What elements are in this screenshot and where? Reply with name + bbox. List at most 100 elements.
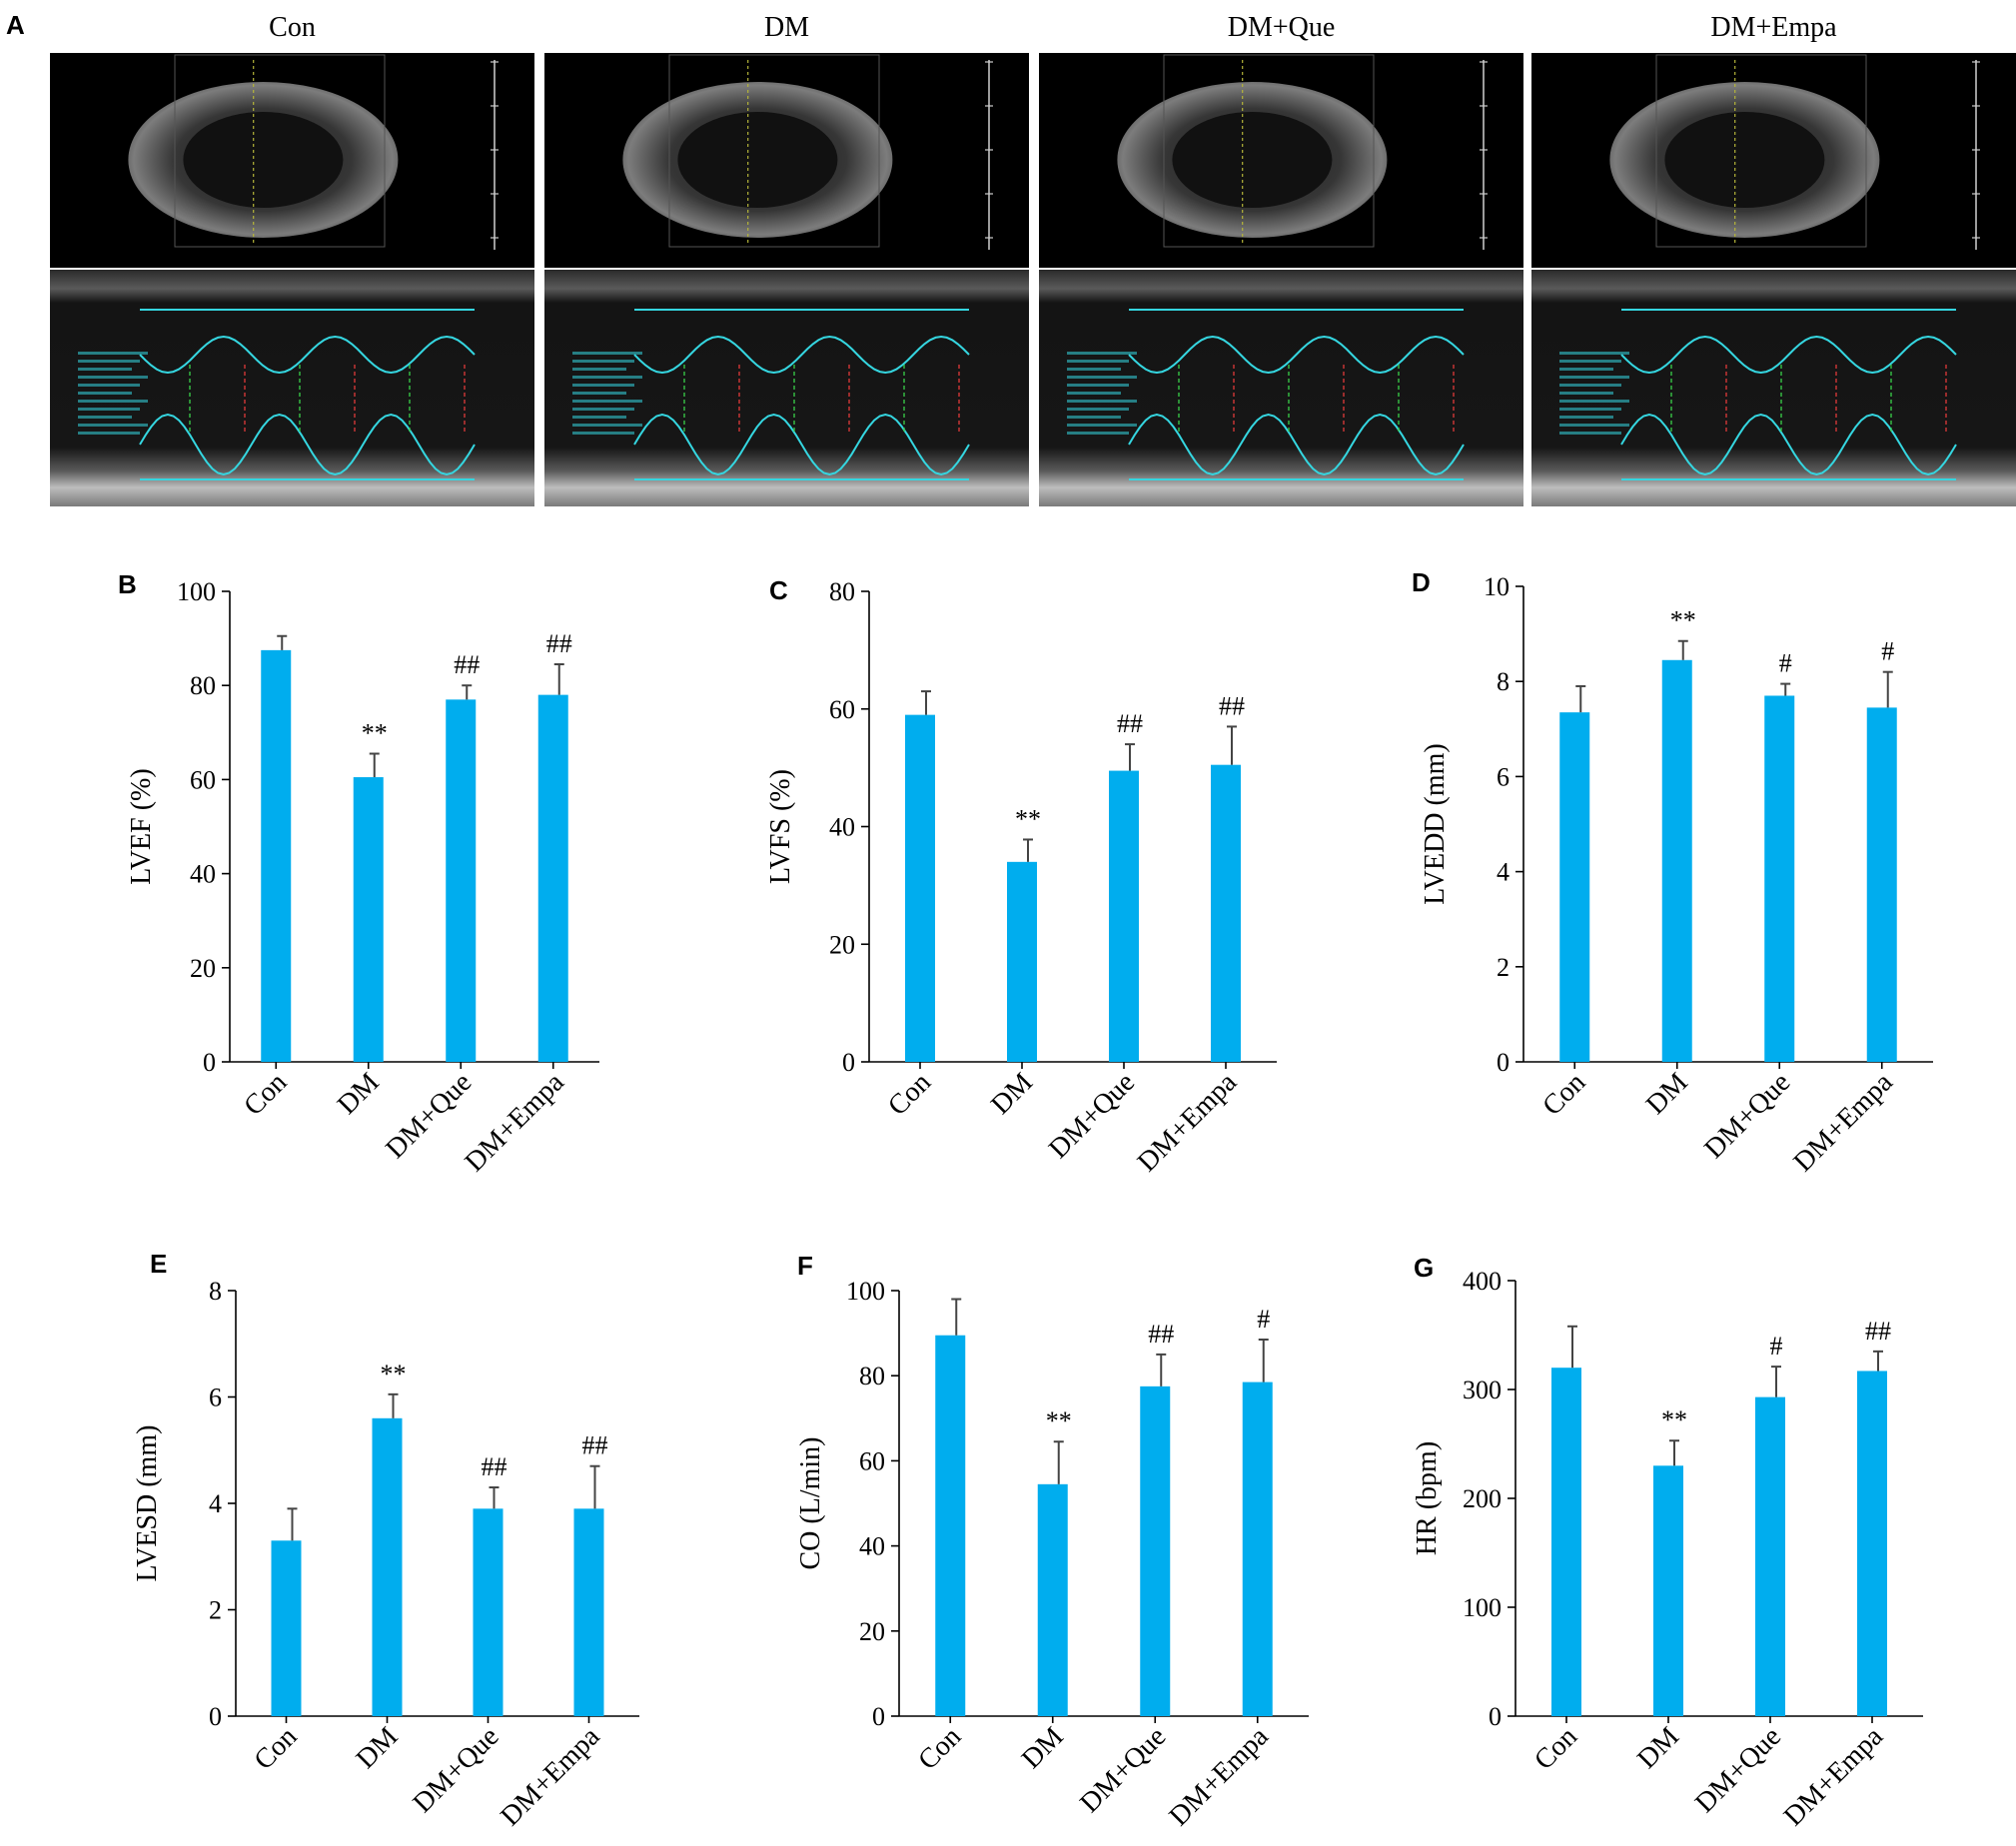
- bar-dm-que: [1755, 1396, 1785, 1716]
- x-tick-label: DM+Empa: [1132, 1067, 1244, 1179]
- significance-label: ##: [482, 1452, 507, 1481]
- y-tick-label: 40: [859, 1532, 885, 1561]
- bar-con: [1559, 712, 1590, 1062]
- chart-e: E 0 2 4 6 8 LVESD (mm) Con ** DM ## DM+Que ## DM+Empa: [132, 1249, 639, 1832]
- chart-c: C 0 20 40 60 80 LVFS (%) Con ** DM ## DM+Que ## DM+Em…: [765, 575, 1277, 1178]
- y-tick-label: 40: [190, 860, 216, 889]
- panel-letter-f: F: [797, 1251, 813, 1281]
- x-tick-label: DM+Empa: [1164, 1721, 1276, 1833]
- significance-label: **: [1015, 804, 1041, 833]
- x-tick-label: DM: [1631, 1721, 1685, 1775]
- bar-con: [261, 649, 292, 1062]
- y-tick-label: 0: [1489, 1702, 1502, 1731]
- x-tick-label: DM: [1016, 1721, 1070, 1775]
- y-tick-label: 100: [177, 577, 216, 606]
- y-tick-label: 100: [1463, 1593, 1502, 1622]
- y-tick-label: 20: [190, 954, 216, 983]
- bar-dm-empa: [1242, 1382, 1273, 1716]
- x-tick-label: Con: [249, 1721, 304, 1776]
- panel-letter-a: A: [6, 10, 25, 40]
- significance-label: ##: [1219, 691, 1245, 720]
- significance-label: **: [362, 718, 388, 747]
- y-tick-label: 10: [1484, 572, 1510, 601]
- significance-label: ##: [454, 650, 480, 679]
- y-tick-label: 0: [842, 1048, 855, 1077]
- y-tick-label: 80: [829, 577, 855, 606]
- y-tick-label: 0: [872, 1702, 885, 1731]
- x-tick-label: DM+Que: [380, 1067, 478, 1165]
- y-axis-label: LVEDD (mm): [1420, 743, 1451, 905]
- significance-label: #: [1779, 649, 1792, 678]
- y-tick-label: 4: [209, 1489, 222, 1518]
- chart-d: D 0 2 4 6 8 10 LVEDD (mm) Con ** DM # DM+Que # DM+Empa: [1412, 567, 1933, 1178]
- x-tick-label: DM+Que: [1698, 1067, 1796, 1165]
- bar-dm-que: [473, 1508, 504, 1716]
- chart-g: G 0 100 200 300 400 HR (bpm) Con ** DM # DM+Que ## DM…: [1412, 1253, 1923, 1832]
- bar-dm: [1661, 659, 1692, 1062]
- y-tick-label: 2: [1497, 953, 1510, 982]
- bar-dm: [1653, 1465, 1683, 1716]
- y-tick-label: 0: [203, 1048, 216, 1077]
- bar-dm-empa: [1866, 707, 1897, 1062]
- bar-dm-que: [1140, 1385, 1171, 1716]
- x-tick-label: DM: [351, 1721, 405, 1775]
- x-tick-label: DM+Empa: [1778, 1721, 1890, 1833]
- y-tick-label: 60: [190, 765, 216, 794]
- bar-con: [1551, 1368, 1581, 1716]
- significance-label: ##: [582, 1431, 608, 1460]
- bar-dm: [353, 777, 384, 1062]
- y-tick-label: 8: [1497, 667, 1510, 696]
- panel-letter-b: B: [118, 569, 137, 599]
- echo-image-2: DM: [544, 12, 1029, 506]
- x-tick-label: Con: [1536, 1067, 1591, 1122]
- panel-letter-g: G: [1414, 1253, 1434, 1283]
- y-tick-label: 0: [209, 1702, 222, 1731]
- y-tick-label: 20: [859, 1617, 885, 1646]
- significance-label: ##: [546, 629, 572, 658]
- bar-dm: [1037, 1483, 1068, 1716]
- y-axis-label: HR (bpm): [1412, 1441, 1443, 1555]
- echo-label: Con: [269, 12, 316, 43]
- bar-dm: [1007, 861, 1037, 1062]
- y-axis-label: LVEF (%): [126, 768, 157, 884]
- x-tick-label: Con: [238, 1067, 293, 1122]
- x-tick-label: DM: [985, 1067, 1039, 1121]
- bar-con: [935, 1335, 966, 1716]
- echo-label: DM: [764, 12, 809, 43]
- significance-label: **: [381, 1360, 407, 1388]
- significance-label: **: [1670, 606, 1696, 635]
- panel-letter-e: E: [150, 1249, 167, 1279]
- echo-label: DM+Que: [1228, 12, 1336, 43]
- significance-label: ##: [1117, 709, 1143, 738]
- y-tick-label: 6: [209, 1384, 222, 1412]
- x-tick-label: Con: [1528, 1721, 1583, 1776]
- bar-dm-que: [1764, 695, 1795, 1062]
- x-tick-label: DM+Empa: [460, 1067, 571, 1179]
- bar-con: [271, 1540, 302, 1716]
- x-tick-label: DM: [1640, 1067, 1694, 1121]
- y-tick-label: 80: [190, 671, 216, 700]
- echo-label: DM+Empa: [1710, 12, 1837, 43]
- x-tick-label: Con: [912, 1721, 967, 1776]
- x-tick-label: DM+Que: [1074, 1721, 1172, 1819]
- bar-con: [905, 714, 935, 1062]
- significance-label: #: [1770, 1332, 1783, 1361]
- significance-label: ##: [1148, 1320, 1174, 1349]
- y-tick-label: 4: [1497, 858, 1510, 887]
- echo-image-3: DM+Que: [1039, 12, 1523, 506]
- x-tick-label: DM+Que: [1043, 1067, 1141, 1165]
- echo-panel: A Con DM DM+Que DM+Empa: [6, 10, 2016, 506]
- y-tick-label: 40: [829, 813, 855, 842]
- panel-letter-c: C: [769, 575, 788, 605]
- y-tick-label: 6: [1497, 762, 1510, 791]
- y-tick-label: 8: [209, 1277, 222, 1306]
- significance-label: **: [1046, 1406, 1072, 1435]
- y-tick-label: 300: [1463, 1376, 1502, 1404]
- y-tick-label: 20: [829, 930, 855, 959]
- bar-dm-que: [1109, 770, 1139, 1062]
- y-tick-label: 60: [859, 1446, 885, 1475]
- x-tick-label: DM: [332, 1067, 386, 1121]
- y-axis-label: CO (L/min): [795, 1437, 826, 1570]
- chart-f: F 0 20 40 60 80 100 CO (L/min) Con ** DM ## DM+Que # D…: [795, 1251, 1309, 1832]
